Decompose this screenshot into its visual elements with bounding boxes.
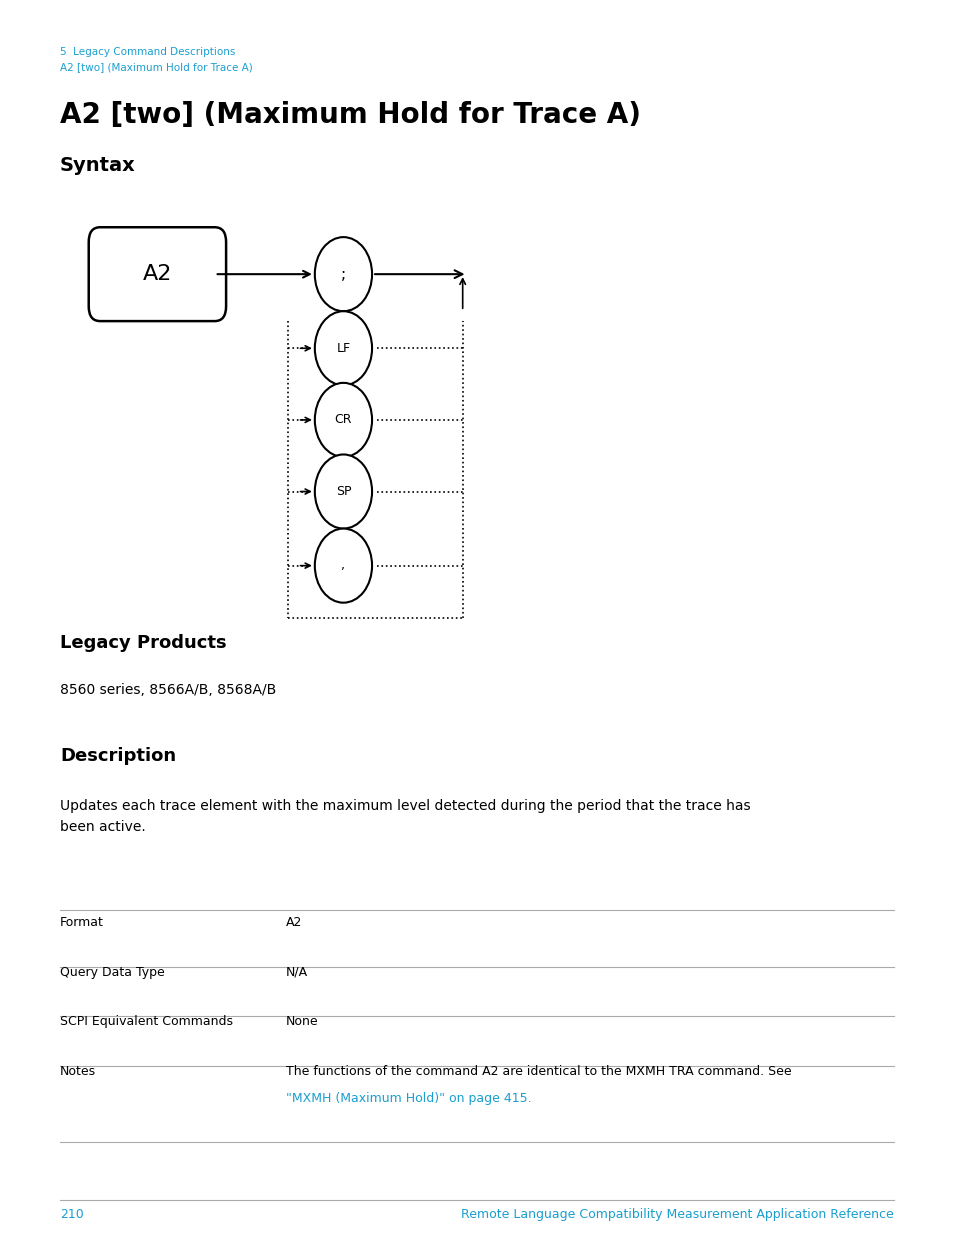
Text: Updates each trace element with the maximum level detected during the period tha: Updates each trace element with the maxi… [60, 799, 750, 834]
Text: A2 [two] (Maximum Hold for Trace A): A2 [two] (Maximum Hold for Trace A) [60, 101, 640, 130]
Text: CR: CR [335, 414, 352, 426]
Text: Query Data Type: Query Data Type [60, 966, 165, 979]
Text: Legacy Products: Legacy Products [60, 634, 227, 652]
Text: Description: Description [60, 747, 176, 766]
Circle shape [314, 383, 372, 457]
Circle shape [314, 529, 372, 603]
Text: ,: , [341, 559, 345, 572]
Text: A2 [two] (Maximum Hold for Trace A): A2 [two] (Maximum Hold for Trace A) [60, 62, 253, 72]
Text: 8560 series, 8566A/B, 8568A/B: 8560 series, 8566A/B, 8568A/B [60, 683, 276, 697]
Text: SCPI Equivalent Commands: SCPI Equivalent Commands [60, 1015, 233, 1029]
Text: Format: Format [60, 916, 104, 930]
Text: Syntax: Syntax [60, 156, 135, 174]
FancyBboxPatch shape [89, 227, 226, 321]
Text: ;: ; [340, 267, 346, 282]
Text: LF: LF [336, 342, 350, 354]
Text: Remote Language Compatibility Measurement Application Reference: Remote Language Compatibility Measuremen… [460, 1208, 893, 1221]
Circle shape [314, 454, 372, 529]
Text: 210: 210 [60, 1208, 84, 1221]
Text: Notes: Notes [60, 1065, 96, 1078]
Circle shape [314, 237, 372, 311]
Text: A2: A2 [286, 916, 302, 930]
Circle shape [314, 311, 372, 385]
Text: None: None [286, 1015, 318, 1029]
Text: The functions of the command A2 are identical to the MXMH TRA command. See: The functions of the command A2 are iden… [286, 1065, 791, 1078]
Text: "MXMH (Maximum Hold)" on page 415.: "MXMH (Maximum Hold)" on page 415. [286, 1092, 531, 1105]
Text: SP: SP [335, 485, 351, 498]
Text: N/A: N/A [286, 966, 308, 979]
Text: A2: A2 [143, 264, 172, 284]
Text: 5  Legacy Command Descriptions: 5 Legacy Command Descriptions [60, 47, 235, 57]
